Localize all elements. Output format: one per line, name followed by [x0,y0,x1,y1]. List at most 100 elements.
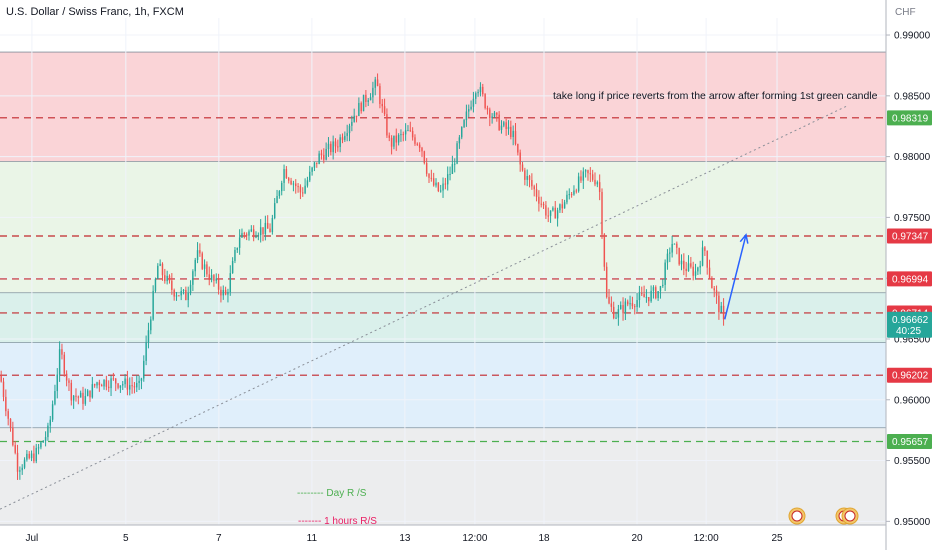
candle-body [82,392,84,404]
candle-body [652,287,655,291]
candle-body [58,349,61,375]
candle-body [468,109,470,112]
candle-body [355,115,358,117]
candle-body [337,146,339,148]
candle-body [430,177,433,179]
candle-body [627,301,629,305]
candle-body [704,247,706,251]
candle-body [486,108,489,110]
candle-body [5,396,7,412]
candle-body [316,162,318,164]
candle-body [453,163,456,165]
candle-body [591,174,594,180]
price-tick-label: 0.95000 [894,517,931,528]
candle-body [192,271,194,285]
candle-body [126,378,129,390]
candle-body [711,277,713,289]
candle-body [540,203,542,205]
candle-body [278,191,281,196]
candle-body [692,266,694,276]
candle-body [365,94,367,102]
candle-body [63,354,66,374]
long-arrow [724,234,747,320]
candle-body [12,427,14,446]
candle-body [140,378,143,381]
candle-body [61,349,63,355]
candle-body [9,418,12,428]
candle-body [309,171,311,181]
candle-body [605,266,608,297]
candle-body [288,178,290,181]
candle-body [484,94,486,109]
candle-body [425,163,428,174]
price-tick-label: 0.99000 [894,31,931,42]
candle-body [96,382,98,386]
candle-body [241,233,243,238]
candle-body [367,100,369,102]
candle-body [636,300,638,307]
candle-body [643,294,645,298]
candle-body [414,137,416,144]
candle-body [115,378,117,384]
candle-body [306,180,309,186]
candle-body [173,289,175,297]
candle-body [201,253,203,269]
candle-body [344,135,346,140]
candle-body [215,278,217,281]
candle-body [182,289,185,291]
candle-body [615,317,617,319]
candle-body [521,164,524,171]
candle-body [404,130,407,135]
level-badge-text: 0.96202 [892,371,929,382]
candle-body [634,306,636,308]
trendline [0,105,849,510]
candle-body [65,373,68,381]
level-badge-text: 0.98319 [892,113,929,124]
candle-body [372,87,374,98]
candle-body [566,194,568,203]
candle-body [297,186,299,188]
candle-body [318,153,320,164]
candle-body [175,295,178,297]
candle-body [598,182,601,192]
candle-body [680,260,683,265]
candle-body [19,470,21,472]
candle-body [470,106,472,110]
candle-body [435,182,437,186]
candle-body [23,459,26,468]
candle-body [510,126,512,137]
candle-body [641,293,643,295]
candle-body [463,120,465,128]
price-tick-label: 0.98000 [894,152,931,163]
candle-body [105,379,108,387]
candle-body [503,122,505,126]
candle-body [285,169,288,179]
candle-body [143,360,145,379]
candle-body [245,234,248,236]
candle-body [304,185,306,194]
candle-body [311,167,313,172]
candle-body [386,114,388,136]
candle-body [44,437,47,441]
candle-body [341,137,344,140]
candle-body [194,259,196,272]
candle-body [339,137,341,147]
candle-body [323,154,325,160]
candle-body [330,143,332,153]
candle-body [171,280,173,290]
candle-body [325,148,327,160]
candle-body [587,170,589,174]
candle-body [657,291,659,299]
candle-body [280,182,283,192]
candle-body [152,290,154,320]
time-tick-label: 12:00 [462,533,487,544]
candle-body [40,442,42,448]
candle-body [542,203,545,206]
candle-body [416,143,419,145]
candle-body [706,250,708,268]
candle-body [524,170,526,180]
candle-body [570,194,573,196]
time-tick-label: 13 [399,533,411,544]
